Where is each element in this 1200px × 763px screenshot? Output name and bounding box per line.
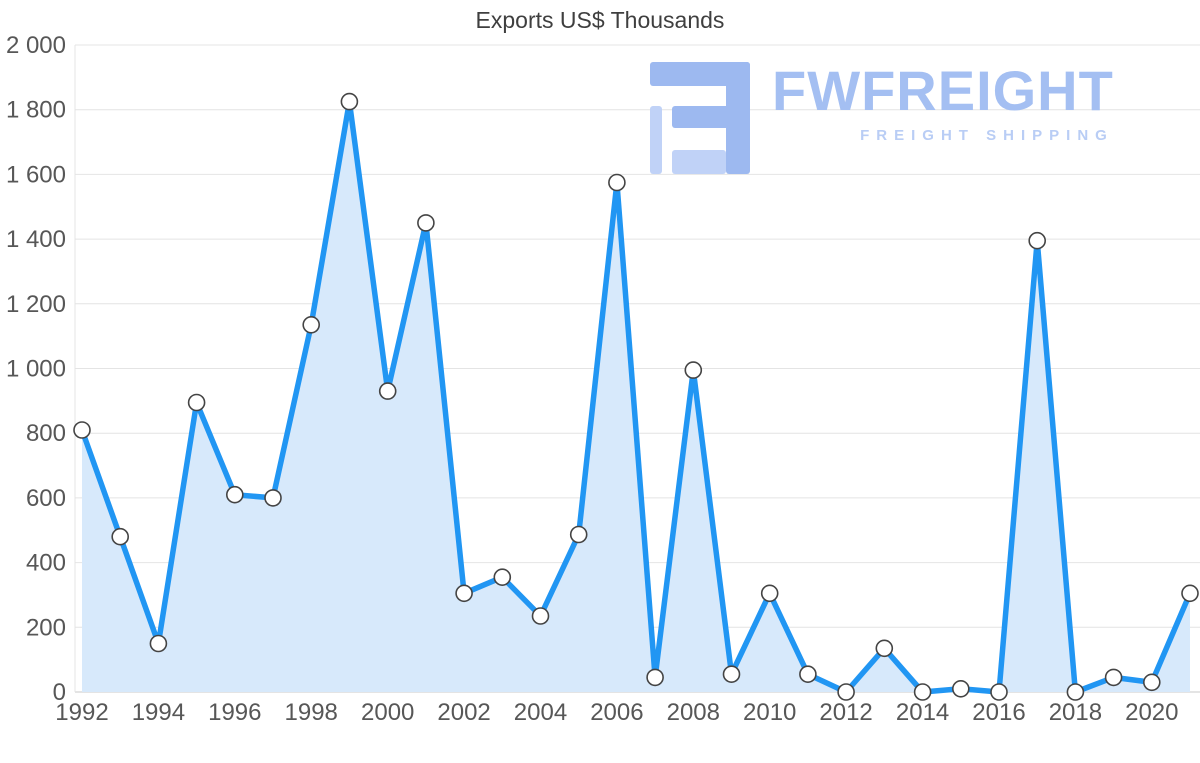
data-point[interactable]: [875, 639, 894, 658]
y-axis-label: 400: [26, 550, 66, 577]
x-axis-label: 2006: [590, 699, 643, 726]
data-point[interactable]: [722, 665, 741, 684]
data-point[interactable]: [531, 607, 550, 625]
x-axis-label: 2018: [1049, 699, 1102, 726]
y-axis-label: 1 600: [6, 161, 66, 188]
data-point[interactable]: [684, 361, 703, 379]
data-point[interactable]: [340, 92, 359, 111]
data-point[interactable]: [569, 525, 588, 544]
series-area: [82, 101, 1190, 693]
data-point[interactable]: [455, 584, 473, 603]
x-axis-label: 2012: [819, 699, 872, 726]
data-point[interactable]: [1104, 668, 1123, 687]
data-point[interactable]: [646, 668, 664, 687]
y-axis-label: 800: [26, 420, 66, 447]
x-axis-label: 2008: [667, 699, 720, 726]
x-axis-label: 2010: [743, 699, 796, 726]
data-point[interactable]: [1028, 231, 1046, 250]
data-point[interactable]: [111, 527, 129, 546]
data-point[interactable]: [608, 173, 626, 192]
logo-bar: [650, 106, 662, 174]
data-point[interactable]: [73, 421, 91, 439]
data-point[interactable]: [149, 634, 168, 653]
data-point[interactable]: [302, 315, 321, 334]
y-axis-label: 1 800: [6, 97, 66, 124]
x-axis-label: 1998: [285, 699, 338, 726]
x-axis-label: 2000: [361, 699, 414, 726]
y-axis-label: 200: [26, 614, 66, 641]
x-axis-label: 2020: [1125, 699, 1178, 726]
y-axis-label: 1 000: [6, 356, 66, 383]
data-point[interactable]: [837, 683, 855, 701]
x-axis-label: 2016: [972, 699, 1025, 726]
data-point[interactable]: [378, 382, 397, 400]
y-axis-label: 600: [26, 485, 66, 512]
x-axis-label: 2002: [437, 699, 490, 726]
data-point[interactable]: [226, 485, 244, 504]
logo-bar: [650, 62, 750, 86]
y-axis-label: 0: [53, 679, 66, 706]
fwfreight-logo-icon: [650, 62, 750, 174]
x-axis-label: 2014: [896, 699, 949, 726]
x-axis-label: 1996: [208, 699, 261, 726]
data-point[interactable]: [913, 683, 932, 701]
data-point[interactable]: [417, 214, 435, 232]
data-point[interactable]: [990, 683, 1008, 701]
watermark-tagline: FREIGHT SHIPPING: [860, 126, 1114, 144]
y-axis-label: 1 200: [6, 291, 66, 318]
data-point[interactable]: [187, 393, 206, 412]
data-point[interactable]: [799, 665, 817, 684]
data-point[interactable]: [264, 489, 282, 507]
chart-title: Exports US$ Thousands: [475, 7, 725, 33]
data-point[interactable]: [493, 568, 512, 587]
y-axis-label: 2 000: [6, 32, 66, 59]
watermark-brand: FWFREIGHT: [772, 59, 1114, 122]
logo-bar: [672, 150, 726, 174]
x-axis-label: 2004: [514, 699, 567, 726]
data-point[interactable]: [1066, 683, 1085, 701]
data-point[interactable]: [1181, 584, 1199, 603]
data-point[interactable]: [1143, 673, 1161, 692]
data-point[interactable]: [760, 584, 779, 603]
data-point[interactable]: [951, 679, 970, 698]
y-axis-label: 1 400: [6, 226, 66, 253]
logo-bar: [672, 106, 750, 128]
x-axis-label: 1994: [132, 699, 185, 726]
x-axis-label: 1992: [55, 699, 108, 726]
watermark: FWFREIGHT FREIGHT SHIPPING: [650, 59, 1114, 176]
